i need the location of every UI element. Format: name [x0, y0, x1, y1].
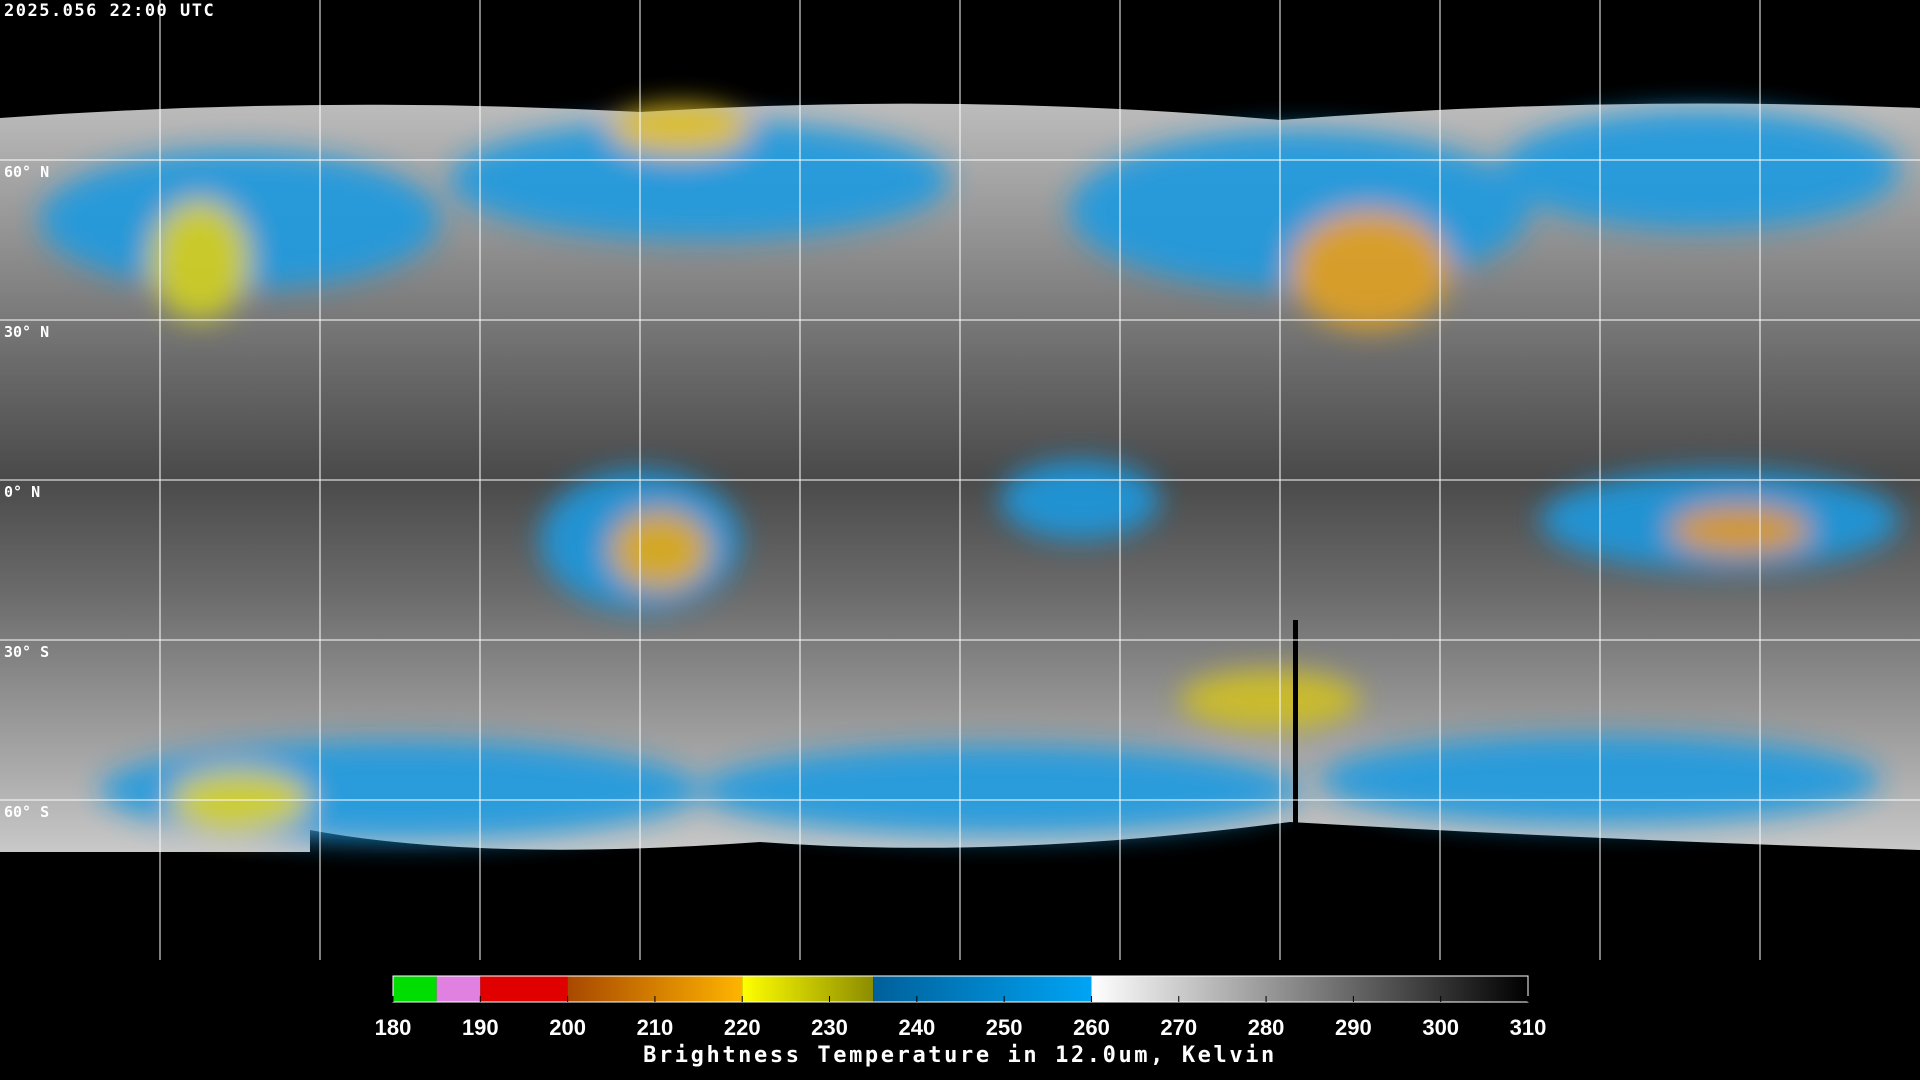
graticule	[0, 0, 1920, 960]
colorbar-title: Brightness Temperature in 12.0um, Kelvin	[643, 1043, 1277, 1068]
latitude-label: 0° N	[4, 483, 40, 501]
colorbar-tick-label: 280	[1248, 1015, 1285, 1040]
colorbar-segment	[480, 976, 568, 1002]
colorbar-tick-label: 290	[1335, 1015, 1372, 1040]
colorbar-frame	[392, 975, 1529, 1003]
latitude-label: 30° S	[4, 643, 49, 661]
colorbar-segment	[1091, 976, 1528, 1002]
colorbar-tick-label: 210	[637, 1015, 674, 1040]
colorbar-tick-label: 260	[1073, 1015, 1110, 1040]
colorbar-tick-label: 190	[462, 1015, 499, 1040]
colorbar-segment	[742, 976, 874, 1002]
colorbar-tick-label: 200	[549, 1015, 586, 1040]
colorbar-segment	[393, 976, 437, 1002]
colorbar-segment	[873, 976, 1092, 1002]
latitude-label: 30° N	[4, 323, 49, 341]
colorbar-tick-label: 240	[898, 1015, 935, 1040]
colorbar-tick-label: 230	[811, 1015, 848, 1040]
colorbar-tick-label: 250	[986, 1015, 1023, 1040]
colorbar-tick-label: 180	[375, 1015, 412, 1040]
colorbar-tick-label: 270	[1160, 1015, 1197, 1040]
colorbar-tick-label: 310	[1510, 1015, 1547, 1040]
colorbar-segment	[436, 976, 481, 1002]
latitude-label: 60° S	[4, 803, 49, 821]
latitude-label: 60° N	[4, 163, 49, 181]
timestamp: 2025.056 22:00 UTC	[4, 1, 215, 21]
colorbar: 180 190 200 210 220 230 240 250 260 270 280 290 300 3…	[375, 975, 1547, 1040]
colorbar-tick-label: 220	[724, 1015, 761, 1040]
colorbar-tick-label: 300	[1422, 1015, 1459, 1040]
